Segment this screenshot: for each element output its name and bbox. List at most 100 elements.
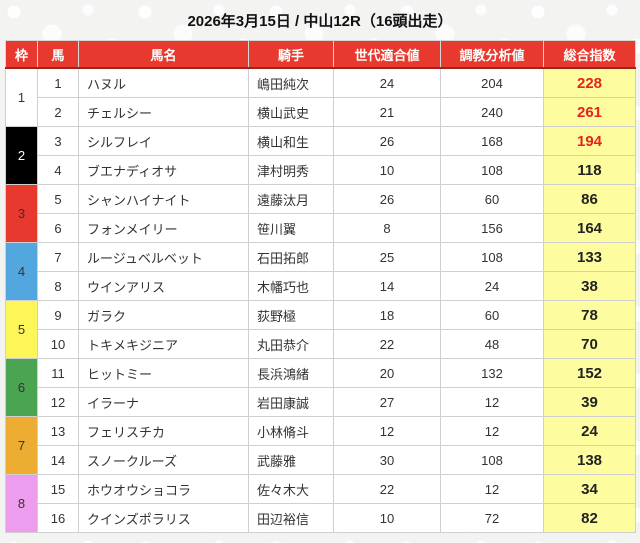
frame-cell: 1 [5,67,38,127]
training-analysis-cell: 12 [440,416,544,446]
horse-number-cell: 9 [37,300,79,330]
horse-name-cell: ガラク [78,300,249,330]
race-table: 枠 馬 馬名 騎手 世代適合値 調教分析値 総合指数 1 1 ハヌル 嶋田純次 24 20… [5,40,636,533]
training-analysis-cell: 72 [440,503,544,533]
horse-number-cell: 8 [37,271,79,301]
jockey-cell: 嶋田純次 [248,67,334,98]
table-row: 8 15 ホウオウショコラ 佐々木大 22 12 34 [5,474,636,533]
horse-name-cell: イラーナ [78,387,249,417]
jockey-cell: 田辺裕信 [248,503,334,533]
generation-fit-cell: 14 [333,271,441,301]
training-analysis-cell: 60 [440,300,544,330]
generation-fit-cell: 26 [333,184,441,214]
horse-number-cell: 16 [37,503,79,533]
total-index-cell: 39 [543,387,636,417]
total-index-cell: 164 [543,213,636,243]
training-analysis-cell: 12 [440,474,544,504]
col-header-frame: 枠 [5,40,38,69]
total-index-cell: 86 [543,184,636,214]
table-row: 4 7 ルージュベルベット 石田拓郎 25 108 133 [5,242,636,301]
training-analysis-cell: 108 [440,242,544,272]
table-row: 1 1 ハヌル 嶋田純次 24 204 228 [5,67,636,127]
frame-cell: 7 [5,416,38,475]
jockey-cell: 長浜鴻緒 [248,358,334,388]
total-index-cell: 194 [543,126,636,156]
generation-fit-cell: 25 [333,242,441,272]
horse-name-cell: シャンハイナイト [78,184,249,214]
table-row: 6 11 ヒットミー 長浜鴻緒 20 132 152 [5,358,636,417]
training-analysis-cell: 48 [440,329,544,359]
table-row: 7 13 フェリスチカ 小林脩斗 12 12 24 [5,416,636,475]
jockey-cell: 津村明秀 [248,155,334,185]
horse-number-cell: 10 [37,329,79,359]
horse-number-cell: 4 [37,155,79,185]
generation-fit-cell: 10 [333,503,441,533]
frame-cell: 5 [5,300,38,359]
horse-number-cell: 5 [37,184,79,214]
generation-fit-cell: 8 [333,213,441,243]
table-row: 2 チェルシー 横山武史 21 240 261 [6,97,636,127]
col-header-horse-name: 馬名 [78,40,249,69]
training-analysis-cell: 168 [440,126,544,156]
horse-number-cell: 3 [37,126,79,156]
header-row: 枠 馬 馬名 騎手 世代適合値 調教分析値 総合指数 [5,40,636,69]
jockey-cell: 荻野極 [248,300,334,330]
jockey-cell: 小林脩斗 [248,416,334,446]
jockey-cell: 木幡巧也 [248,271,334,301]
table-row: 3 5 シャンハイナイト 遠藤汰月 26 60 86 [5,184,636,243]
horse-name-cell: ブエナディオサ [78,155,249,185]
horse-name-cell: スノークルーズ [78,445,249,475]
training-analysis-cell: 132 [440,358,544,388]
frame-cell: 3 [5,184,38,243]
training-analysis-cell: 108 [440,445,544,475]
total-index-cell: 34 [543,474,636,504]
horse-name-cell: フェリスチカ [78,416,249,446]
jockey-cell: 丸田恭介 [248,329,334,359]
horse-number-cell: 2 [37,97,79,127]
horse-number-cell: 13 [37,416,79,446]
total-index-cell: 38 [543,271,636,301]
total-index-cell: 24 [543,416,636,446]
generation-fit-cell: 10 [333,155,441,185]
horse-name-cell: ヒットミー [78,358,249,388]
generation-fit-cell: 22 [333,474,441,504]
table-row: 14 スノークルーズ 武藤雅 30 108 138 [6,445,636,475]
col-header-horse-number: 馬 [37,40,79,69]
generation-fit-cell: 24 [333,67,441,98]
training-analysis-cell: 156 [440,213,544,243]
frame-cell: 4 [5,242,38,301]
race-table-header: 枠 馬 馬名 騎手 世代適合値 調教分析値 総合指数 [5,40,636,69]
total-index-cell: 70 [543,329,636,359]
frame-cell: 6 [5,358,38,417]
table-row: 12 イラーナ 岩田康誠 27 12 39 [6,387,636,417]
generation-fit-cell: 20 [333,358,441,388]
training-analysis-cell: 12 [440,387,544,417]
horse-name-cell: フォンメイリー [78,213,249,243]
horse-name-cell: クインズポラリス [78,503,249,533]
page-title: 2026年3月15日 / 中山12R（16頭出走） [187,13,453,30]
table-row: 4 ブエナディオサ 津村明秀 10 108 118 [6,155,636,185]
col-header-generation-fit: 世代適合値 [333,40,441,69]
jockey-cell: 佐々木大 [248,474,334,504]
table-row: 10 トキメキジニア 丸田恭介 22 48 70 [6,329,636,359]
generation-fit-cell: 22 [333,329,441,359]
training-analysis-cell: 204 [440,67,544,98]
jockey-cell: 横山武史 [248,97,334,127]
total-index-cell: 133 [543,242,636,272]
generation-fit-cell: 27 [333,387,441,417]
total-index-cell: 152 [543,358,636,388]
table-row: 5 9 ガラク 荻野極 18 60 78 [5,300,636,359]
horse-number-cell: 14 [37,445,79,475]
horse-number-cell: 11 [37,358,79,388]
jockey-cell: 遠藤汰月 [248,184,334,214]
horse-number-cell: 6 [37,213,79,243]
horse-name-cell: シルフレイ [78,126,249,156]
table-row: 2 3 シルフレイ 横山和生 26 168 194 [5,126,636,185]
jockey-cell: 石田拓郎 [248,242,334,272]
training-analysis-cell: 240 [440,97,544,127]
horse-number-cell: 7 [37,242,79,272]
training-analysis-cell: 24 [440,271,544,301]
total-index-cell: 82 [543,503,636,533]
horse-name-cell: トキメキジニア [78,329,249,359]
jockey-cell: 横山和生 [248,126,334,156]
